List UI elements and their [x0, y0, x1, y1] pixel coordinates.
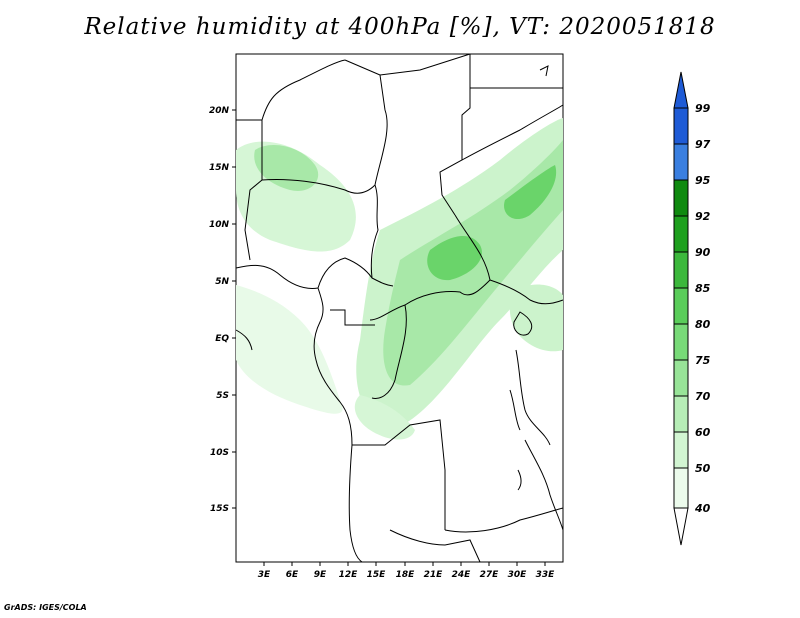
- lon-label: 9E: [314, 570, 327, 580]
- lon-label: 27E: [480, 570, 500, 580]
- colorbar-label: 85: [695, 282, 711, 295]
- lon-label: 33E: [536, 570, 556, 580]
- colorbar-label: 75: [695, 354, 711, 367]
- lat-label: 10S: [210, 448, 229, 458]
- colorbar-label: 90: [695, 246, 711, 259]
- colorbar-label: 97: [695, 138, 711, 151]
- colorbar-label: 70: [695, 390, 711, 403]
- lat-label: 5N: [215, 277, 229, 287]
- colorbar-segment: [673, 395, 689, 433]
- humidity-high-area: [427, 235, 482, 281]
- colorbar-bottom-arrow: [673, 507, 689, 546]
- map-title: Relative humidity at 400hPa [%], VT: 202…: [84, 14, 716, 40]
- colorbar-segment: [673, 467, 689, 509]
- lat-label: EQ: [215, 334, 229, 344]
- colorbar-label: 40: [694, 502, 711, 515]
- colorbar-label: 60: [695, 426, 711, 439]
- colorbar-segment: [673, 215, 689, 253]
- lon-label: 3E: [258, 570, 271, 580]
- lon-label: 18E: [396, 570, 416, 580]
- map-panel: 20N 15N 10N 5N EQ 5S 10S 15S 3E 6E 9E 12…: [209, 53, 564, 580]
- lon-label: 21E: [424, 570, 444, 580]
- humidity-low-area: [354, 395, 415, 440]
- colorbar-segment: [673, 179, 689, 217]
- lon-axis: 3E 6E 9E 12E 15E 18E 21E 24E 27E 30E 33E: [258, 562, 555, 580]
- colorbar: 99 97 95 92 90 85 80 75 70 60 50 40: [673, 71, 711, 546]
- lon-label: 6E: [286, 570, 299, 580]
- colorbar-label: 80: [695, 318, 711, 331]
- colorbar-segment: [673, 287, 689, 325]
- lat-label: 15N: [209, 163, 230, 173]
- lake-outlines: [509, 65, 549, 491]
- colorbar-segment: [673, 143, 689, 181]
- lat-label: 10N: [209, 220, 230, 230]
- lon-label: 15E: [367, 570, 387, 580]
- colorbar-segment: [673, 107, 689, 145]
- credit-label: GrADS: IGES/COLA: [4, 603, 87, 612]
- colorbar-segment: [673, 431, 689, 469]
- humidity-field: [236, 118, 563, 440]
- lon-label: 30E: [508, 570, 528, 580]
- colorbar-segment: [673, 323, 689, 361]
- lat-label: 15S: [210, 504, 229, 514]
- country-borders: [235, 53, 564, 563]
- colorbar-label: 92: [695, 210, 711, 223]
- lon-label: 12E: [339, 570, 359, 580]
- humidity-low-area: [236, 285, 343, 414]
- colorbar-label: 50: [695, 462, 711, 475]
- colorbar-top-arrow: [673, 71, 689, 109]
- lat-label: 20N: [209, 106, 230, 116]
- colorbar-label: 95: [695, 174, 711, 187]
- humidity-low-area: [509, 284, 563, 352]
- humidity-high-area: [504, 165, 557, 220]
- colorbar-label: 99: [695, 102, 711, 115]
- colorbar-segment: [673, 359, 689, 397]
- colorbar-segment: [673, 251, 689, 289]
- lat-axis: 20N 15N 10N 5N EQ 5S 10S 15S: [209, 106, 236, 514]
- lat-label: 5S: [216, 391, 229, 401]
- lon-label: 24E: [452, 570, 472, 580]
